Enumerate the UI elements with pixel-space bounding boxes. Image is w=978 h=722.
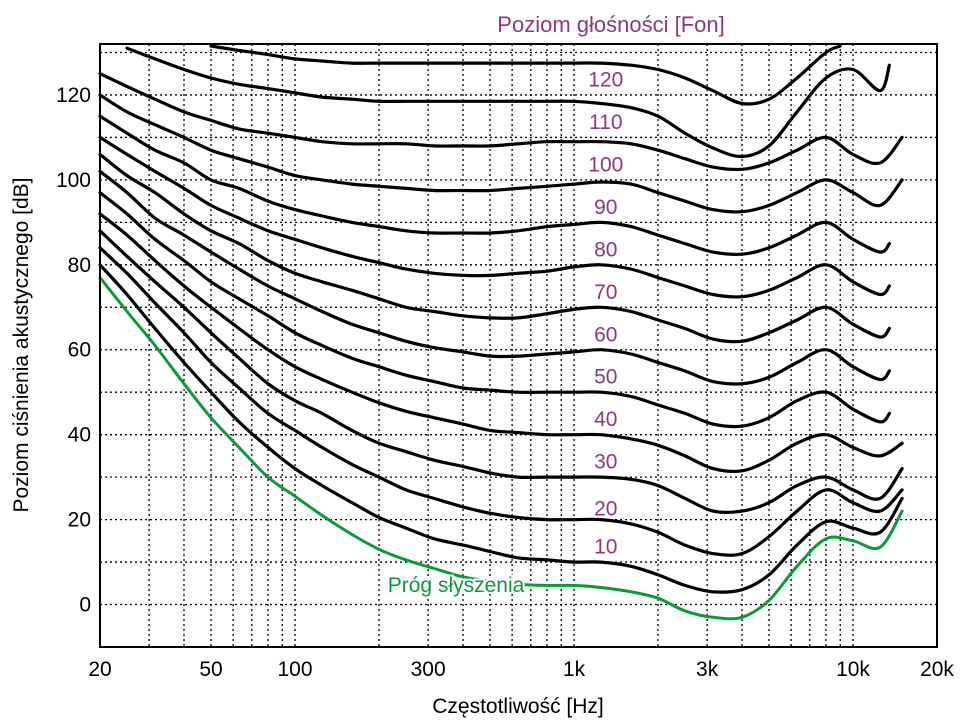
chart-title: Poziom głośności [Fon] xyxy=(497,12,724,37)
x-tick-label: 1k xyxy=(563,658,586,681)
phon-label: 110 xyxy=(589,111,622,134)
loudness-curve-50 xyxy=(98,191,891,429)
loudness-curves xyxy=(98,44,904,621)
tick-labels: 20 50 100 300 1k 3k 10k 20k 0 20 40 60 80 100 120 xyxy=(56,84,954,681)
loudness-curve-10 xyxy=(98,263,904,594)
phon-label: 90 xyxy=(594,196,617,219)
loudness-curve-100 xyxy=(98,93,904,214)
x-tick-label: 300 xyxy=(411,658,446,681)
y-tick-label: 40 xyxy=(68,424,91,447)
loudness-curve-60 xyxy=(98,169,891,386)
loudness-curve-30 xyxy=(98,229,904,515)
y-tick-label: 120 xyxy=(56,84,91,107)
phon-label: 30 xyxy=(594,451,617,474)
phon-label: 80 xyxy=(594,238,617,261)
y-tick-label: 100 xyxy=(56,169,91,192)
x-tick-label: 20 xyxy=(88,658,111,681)
y-tick-label: 60 xyxy=(68,339,91,362)
x-tick-label: 3k xyxy=(696,658,719,681)
x-axis-label: Częstotliwość [Hz] xyxy=(432,695,604,718)
hearing-threshold-label: Próg słyszenia xyxy=(388,574,525,597)
plot-frame xyxy=(99,43,938,648)
x-tick-label: 10k xyxy=(836,658,870,681)
y-axis-label: Poziom ciśnienia akustycznego [dB] xyxy=(10,177,33,512)
loudness-curve-90 xyxy=(98,114,891,257)
phon-label: 60 xyxy=(594,323,617,346)
loudness-curve-120 xyxy=(125,46,891,159)
y-tick-label: 0 xyxy=(79,594,91,617)
loudness-curve-110 xyxy=(98,72,904,172)
phon-label: 50 xyxy=(594,366,617,389)
x-tick-label: 50 xyxy=(199,658,222,681)
y-tick-label: 80 xyxy=(68,254,91,277)
x-tick-label: 100 xyxy=(277,658,312,681)
hearing-threshold-curve xyxy=(98,276,904,621)
phon-label: 40 xyxy=(594,408,617,431)
phon-label: 70 xyxy=(594,281,617,304)
phon-label: 10 xyxy=(594,536,617,559)
phon-label: 100 xyxy=(588,153,623,176)
loudness-curve-20 xyxy=(98,246,904,557)
x-tick-label: 20k xyxy=(920,658,954,681)
loudness-curve-70 xyxy=(98,152,891,344)
loudness-curve-40 xyxy=(98,212,904,473)
y-tick-label: 20 xyxy=(68,509,91,532)
phon-label: 120 xyxy=(588,68,623,91)
loudness-curve-top xyxy=(209,44,842,106)
curve-labels: Próg słyszenia 10 20 30 40 50 60 70 80 90 100 110 12… xyxy=(386,66,626,598)
loudness-curve-80 xyxy=(98,135,891,299)
phon-label: 20 xyxy=(594,497,617,520)
